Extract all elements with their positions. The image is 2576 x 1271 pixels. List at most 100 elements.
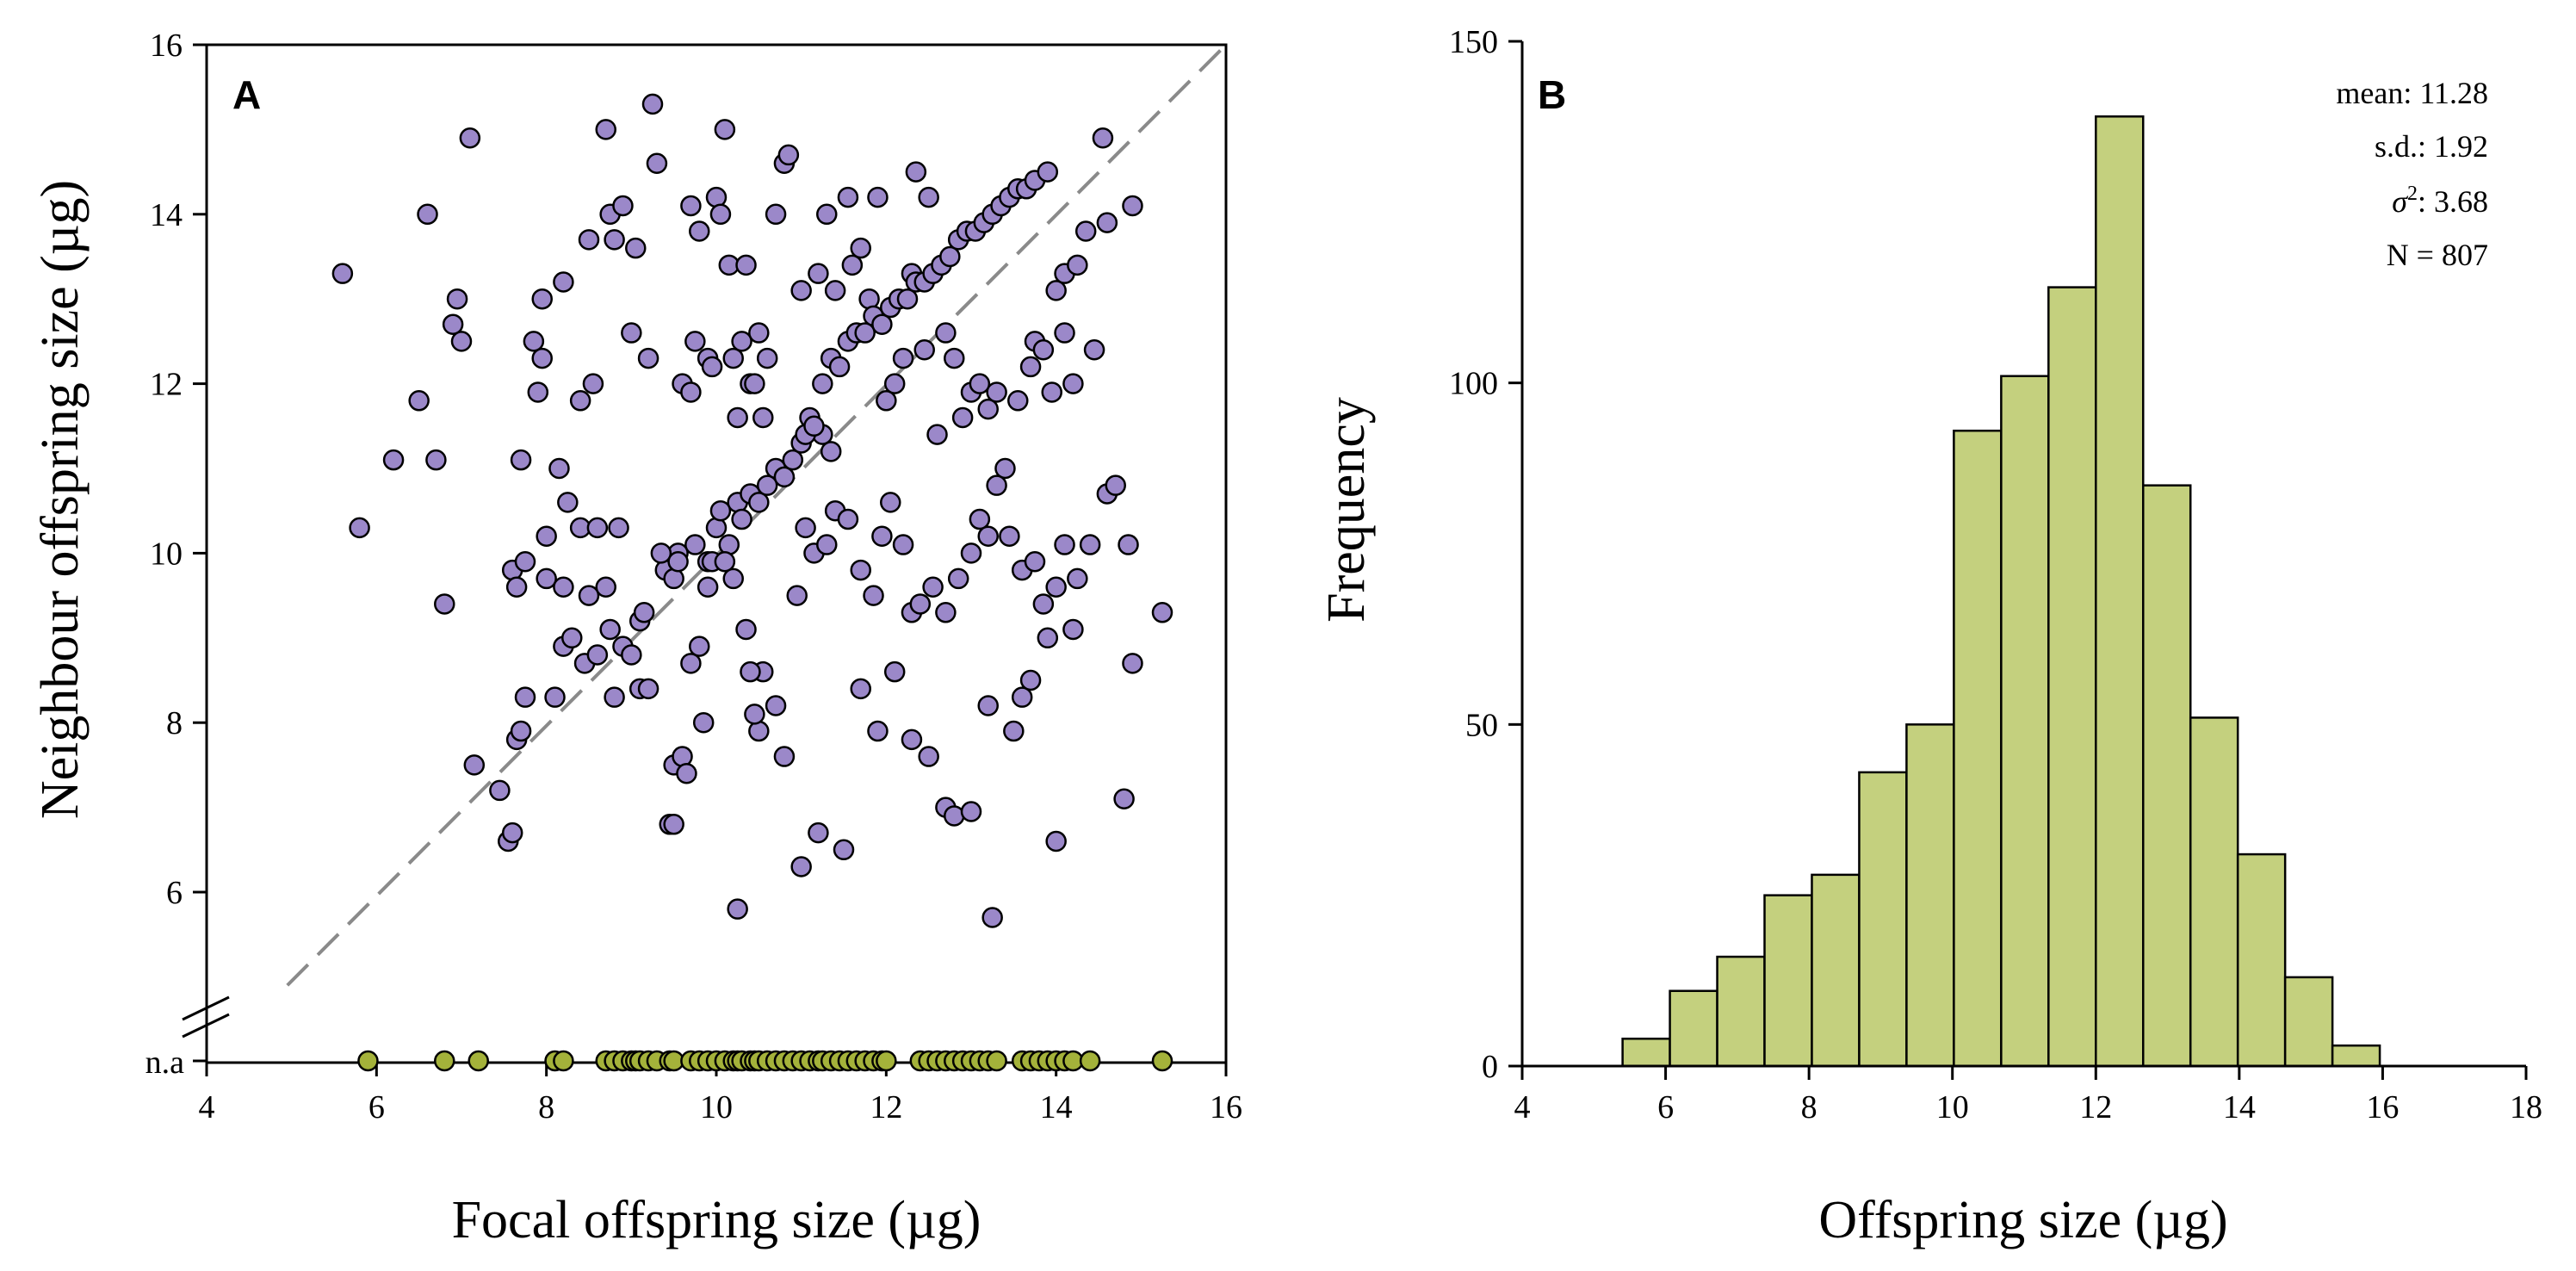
scatter-point	[1045, 576, 1067, 598]
scatter-point	[621, 644, 642, 666]
scatter-point	[858, 288, 880, 310]
scatter-point	[1045, 280, 1067, 301]
scatter-point	[883, 660, 906, 683]
axis-break-mark-1	[182, 995, 230, 1021]
scatter-point	[828, 356, 851, 378]
na-point	[1151, 1050, 1173, 1072]
scatter-point	[722, 347, 744, 369]
scatter-point	[1113, 788, 1135, 810]
stat-variance-symbol: σ	[2392, 184, 2408, 219]
scatter-point	[1003, 720, 1025, 742]
scatter-point	[692, 711, 715, 734]
scatter-point	[926, 424, 948, 445]
scatter-point	[637, 347, 659, 369]
panel-b-bars	[1621, 115, 2381, 1068]
scatter-point	[1062, 618, 1084, 641]
scatter-point	[901, 728, 923, 751]
scatter-point	[765, 695, 787, 716]
scatter-point	[969, 508, 991, 530]
scatter-point	[349, 517, 370, 539]
scatter-point	[1067, 254, 1088, 276]
scatter-point	[944, 347, 965, 369]
scatter-point	[986, 381, 1007, 403]
scatter-point	[1092, 127, 1114, 149]
scatter-point	[608, 517, 629, 539]
scatter-point	[1122, 195, 1143, 217]
scatter-point	[918, 746, 939, 767]
scatter-point	[773, 466, 796, 488]
panel-a-x-tick-label: 4	[199, 1089, 215, 1125]
scatter-point	[531, 347, 553, 369]
scatter-point	[548, 457, 570, 480]
scatter-point	[718, 534, 740, 555]
stat-variance-value: : 3.68	[2418, 184, 2488, 219]
panel-b-x-tick-label: 6	[1657, 1089, 1674, 1125]
scatter-point	[905, 161, 927, 183]
scatter-point	[883, 373, 906, 394]
panel-a-y-tick-label: 8	[166, 705, 183, 741]
na-point	[434, 1050, 455, 1072]
scatter-point	[625, 237, 647, 259]
panel-b-y-tick-label: 50	[1465, 707, 1498, 743]
scatter-point	[705, 517, 728, 539]
scatter-point	[752, 406, 774, 429]
scatter-point	[816, 203, 838, 226]
scatter-point	[523, 331, 545, 352]
panel-a-y-tick-label: 10	[150, 536, 183, 572]
panel-b-x-tick-label: 16	[2366, 1089, 2399, 1125]
scatter-point	[960, 801, 982, 822]
na-point	[468, 1050, 489, 1072]
scatter-point	[1011, 686, 1033, 708]
scatter-point	[1024, 550, 1046, 573]
panel-a-y-tick-label: 12	[150, 367, 183, 403]
scatter-point	[977, 525, 999, 547]
scatter-point	[1019, 669, 1042, 691]
panel-a-x-tick-label: 8	[538, 1089, 554, 1125]
scatter-point	[977, 398, 999, 420]
scatter-point	[680, 653, 702, 674]
scatter-point	[896, 288, 919, 310]
scatter-point	[731, 508, 752, 530]
scatter-point	[816, 534, 838, 555]
panel-b-ticks: 4 6 8 10 12 14 16 18 0 50 100 150	[1449, 24, 2542, 1125]
scatter-point	[689, 220, 710, 242]
scatter-point	[824, 280, 846, 301]
scatter-point	[922, 576, 944, 598]
panel-a-x-tick-label: 6	[368, 1089, 385, 1125]
scatter-point	[727, 406, 748, 429]
scatter-point	[557, 492, 579, 513]
scatter-point	[425, 449, 447, 471]
scatter-point	[841, 254, 864, 276]
scatter-point	[748, 492, 770, 513]
panel-b-x-tick-label: 8	[1801, 1089, 1817, 1125]
scatter-point	[417, 203, 438, 226]
scatter-point	[735, 254, 757, 276]
scatter-point	[1079, 534, 1101, 555]
axis-break-mark-2	[182, 1013, 230, 1038]
scatter-point	[382, 449, 405, 471]
scatter-point	[459, 127, 481, 149]
scatter-point	[450, 331, 473, 352]
stat-sd: s.d.: 1.92	[2375, 129, 2488, 164]
panel-a-x-tick-label: 12	[870, 1089, 902, 1125]
histogram-bar	[2331, 1044, 2381, 1068]
scatter-point	[1041, 381, 1062, 403]
scatter-point	[510, 449, 532, 471]
panel-a-ticks: 4 6 8 10 12 14 16 6 8 10 12 14 16	[150, 28, 1242, 1125]
scatter-point	[578, 229, 600, 251]
panel-a-y-axis-label: Neighbour offspring size (µg)	[31, 180, 90, 819]
scatter-point	[1151, 602, 1173, 623]
histogram-bar	[1669, 989, 1718, 1068]
scatter-point	[582, 373, 604, 394]
scatter-point	[1105, 474, 1126, 496]
scatter-point	[446, 288, 468, 310]
panel-a-x-tick-label: 14	[1040, 1089, 1073, 1125]
scatter-point	[850, 678, 871, 700]
scatter-point	[960, 542, 982, 564]
scatter-point	[641, 93, 664, 115]
scatter-point	[913, 338, 935, 361]
scatter-point	[663, 567, 684, 590]
stat-variance: σ2: 3.68	[2392, 183, 2488, 219]
histogram-bar	[1858, 771, 1908, 1068]
scatter-point	[1062, 373, 1084, 394]
